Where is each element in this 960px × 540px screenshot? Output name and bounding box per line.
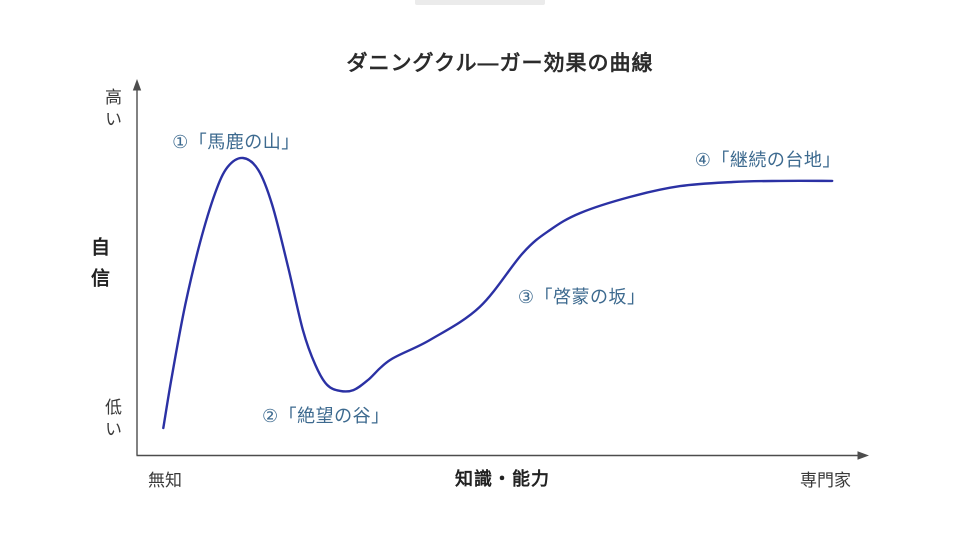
axes: [132, 79, 869, 460]
y-axis-title: 自信: [88, 237, 109, 299]
annotation-valley-of-despair: ②「絶望の谷」: [262, 406, 390, 426]
y-axis-arrow-icon: [132, 79, 142, 91]
x-axis-max-label: 専門家: [800, 471, 851, 490]
x-axis-min-label: 無知: [148, 471, 182, 490]
y-axis-min-label: 低い: [102, 398, 121, 442]
x-axis-title: 知識・能力: [455, 469, 550, 489]
y-axis-max-label: 高い: [102, 88, 121, 132]
chart-title: ダニングクル—ガー効果の曲線: [346, 52, 654, 75]
x-axis-arrow-icon: [857, 451, 869, 460]
top-edge-ui-fragment: [415, 0, 545, 5]
annotation-slope-of-enlightenment: ③「啓蒙の坂」: [517, 287, 646, 308]
confidence-curve: [162, 156, 834, 430]
annotation-plateau-of-sustainability: ④「継続の台地」: [694, 149, 841, 170]
annotation-peak-of-mount-stupid: ①「馬鹿の山」: [172, 131, 300, 152]
